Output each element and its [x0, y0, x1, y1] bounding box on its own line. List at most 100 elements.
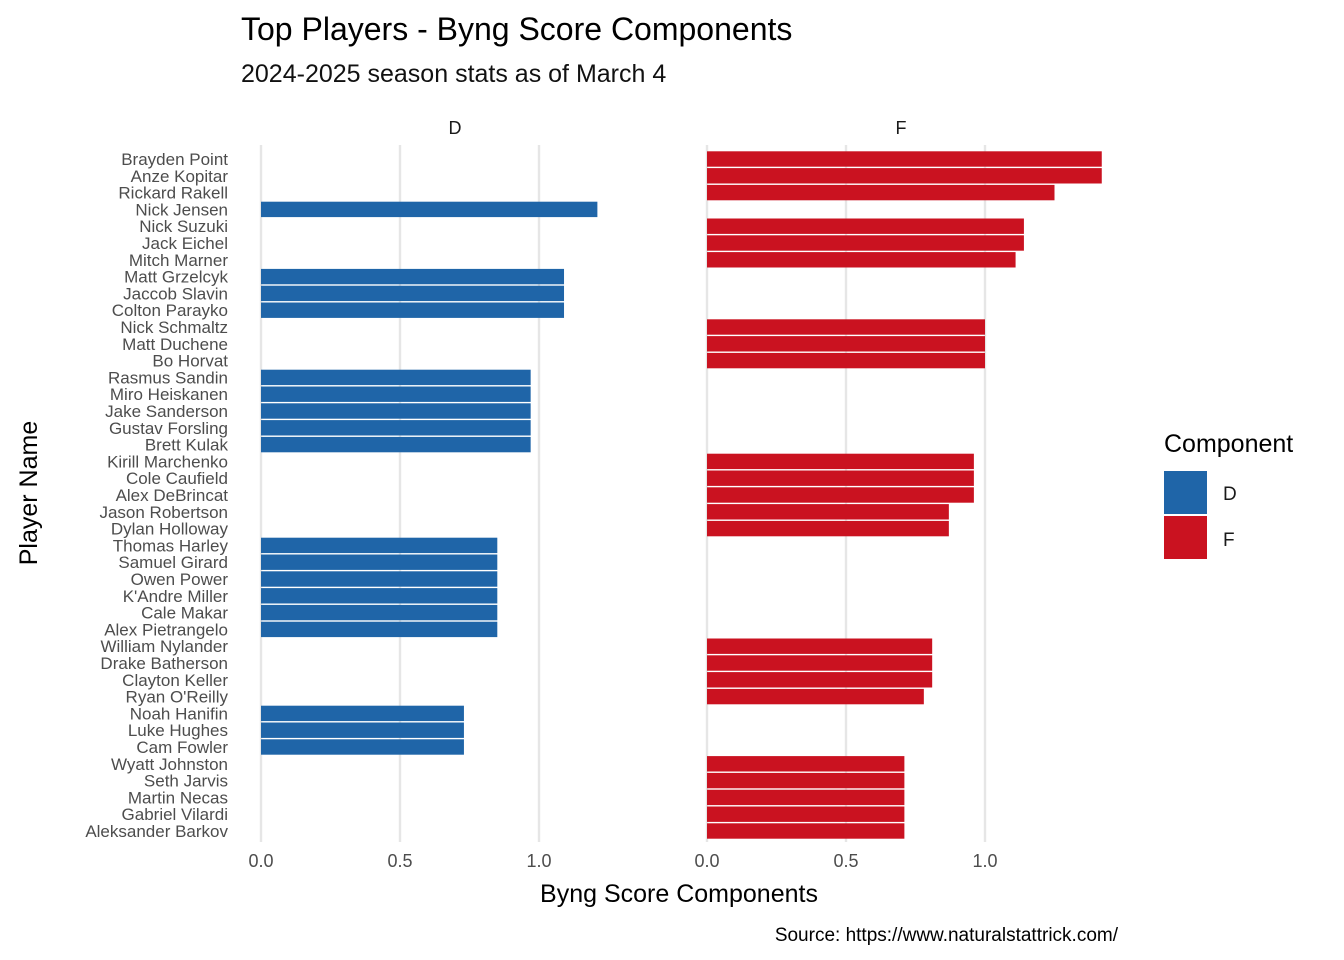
legend: Component D F: [1164, 430, 1293, 559]
player-label: Alex Pietrangelo: [104, 620, 228, 639]
player-label: Mitch Marner: [129, 251, 229, 270]
chart-title: Top Players - Byng Score Components: [241, 11, 792, 47]
bar-f: [707, 319, 985, 335]
player-label: Brayden Point: [121, 150, 228, 169]
player-label: Luke Hughes: [128, 721, 228, 740]
bar-d: [261, 537, 498, 554]
player-label: Bo Horvat: [152, 352, 228, 371]
bar-f: [707, 672, 933, 688]
player-label: Alex DeBrincat: [116, 486, 229, 505]
bar-f: [707, 235, 1024, 251]
player-label: Nick Suzuki: [139, 217, 228, 236]
panel-strip-label-f: F: [896, 118, 907, 138]
x-tick-label: 0.0: [694, 851, 719, 871]
bar-f: [707, 352, 985, 369]
bar-d: [261, 554, 498, 570]
bar-d: [261, 705, 464, 722]
bar-f: [707, 688, 924, 705]
player-label: Colton Parayko: [112, 301, 228, 320]
player-label: Nick Schmaltz: [120, 318, 228, 337]
bar-f: [707, 772, 905, 789]
bar-d: [261, 436, 531, 453]
player-label: William Nylander: [100, 637, 228, 656]
player-label: Brett Kulak: [145, 436, 229, 455]
bar-f: [707, 504, 949, 520]
player-label: Cale Makar: [141, 604, 228, 623]
x-tick-label: 0.5: [387, 851, 412, 871]
bar-d: [261, 369, 531, 386]
bar-f: [707, 184, 1055, 201]
source-caption: Source: https://www.naturalstattrick.com…: [775, 925, 1119, 946]
bar-d: [261, 621, 498, 638]
bar-d: [261, 201, 598, 218]
bar-f: [707, 336, 985, 352]
x-tick-labels: 0.0 0.5 1.0 0.0 0.5 1.0: [248, 851, 997, 871]
legend-title: Component: [1164, 430, 1293, 458]
player-label: Wyatt Johnston: [111, 755, 228, 774]
y-axis-title: Player Name: [15, 421, 43, 566]
player-label: Cam Fowler: [136, 738, 228, 757]
bar-d: [261, 722, 464, 738]
bar-d: [261, 588, 498, 604]
bar-d: [261, 268, 565, 285]
bar-f: [707, 655, 933, 671]
player-label: Martin Necas: [128, 788, 228, 807]
bar-d: [261, 302, 565, 318]
bar-d: [261, 604, 498, 621]
x-tick-label: 1.0: [972, 851, 997, 871]
player-label: Matt Grzelcyk: [124, 268, 228, 287]
player-label: Jaccob Slavin: [123, 284, 228, 303]
chart-subtitle: 2024-2025 season stats as of March 4: [241, 60, 666, 88]
bar-f: [707, 252, 1016, 268]
bar-f: [707, 470, 974, 486]
x-tick-label: 0.5: [833, 851, 858, 871]
player-label: Kirill Marchenko: [107, 452, 228, 471]
bar-d: [261, 386, 531, 402]
panel-strip-label-d: D: [449, 118, 462, 138]
player-label: Samuel Girard: [118, 553, 228, 572]
player-label: Aleksander Barkov: [85, 822, 228, 841]
legend-swatch-f: [1164, 516, 1207, 559]
player-label: Miro Heiskanen: [110, 385, 228, 404]
bar-f: [707, 453, 974, 470]
bar-f: [707, 823, 905, 839]
player-label: Ryan O'Reilly: [126, 688, 229, 707]
bar-d: [261, 739, 464, 755]
x-tick-label: 1.0: [526, 851, 551, 871]
bar-f: [707, 168, 1102, 184]
player-label: Thomas Harley: [113, 536, 229, 555]
bar-d: [261, 420, 531, 436]
x-axis-title: Byng Score Components: [540, 880, 818, 908]
bar-f: [707, 756, 905, 772]
player-label: Owen Power: [131, 570, 229, 589]
legend-label-d: D: [1223, 484, 1237, 505]
player-label: Drake Batherson: [100, 654, 228, 673]
player-label: Jason Robertson: [99, 503, 228, 522]
player-label: Rickard Rakell: [118, 184, 228, 203]
player-label: Seth Jarvis: [144, 772, 228, 791]
player-label: Matt Duchene: [122, 335, 228, 354]
legend-label-f: F: [1223, 530, 1235, 551]
bar-d: [261, 285, 565, 302]
bar-f: [707, 151, 1102, 167]
player-label: Noah Hanifin: [130, 704, 228, 723]
bar-f: [707, 789, 905, 806]
player-label: Gabriel Vilardi: [122, 805, 228, 824]
legend-swatch-d: [1164, 471, 1207, 514]
player-label: Nick Jensen: [135, 200, 228, 219]
bar-f: [707, 487, 974, 503]
bar-f: [707, 806, 905, 822]
player-label: K'Andre Miller: [123, 587, 229, 606]
player-label: Clayton Keller: [122, 671, 228, 690]
player-label: Dylan Holloway: [111, 520, 229, 539]
player-label: Rasmus Sandin: [108, 368, 228, 387]
player-label: Anze Kopitar: [131, 167, 229, 186]
player-label: Jack Eichel: [142, 234, 228, 253]
player-label: Gustav Forsling: [109, 419, 228, 438]
bar-f: [707, 218, 1024, 234]
bar-d: [261, 571, 498, 587]
bars: [261, 151, 1102, 839]
player-label: Jake Sanderson: [105, 402, 228, 421]
